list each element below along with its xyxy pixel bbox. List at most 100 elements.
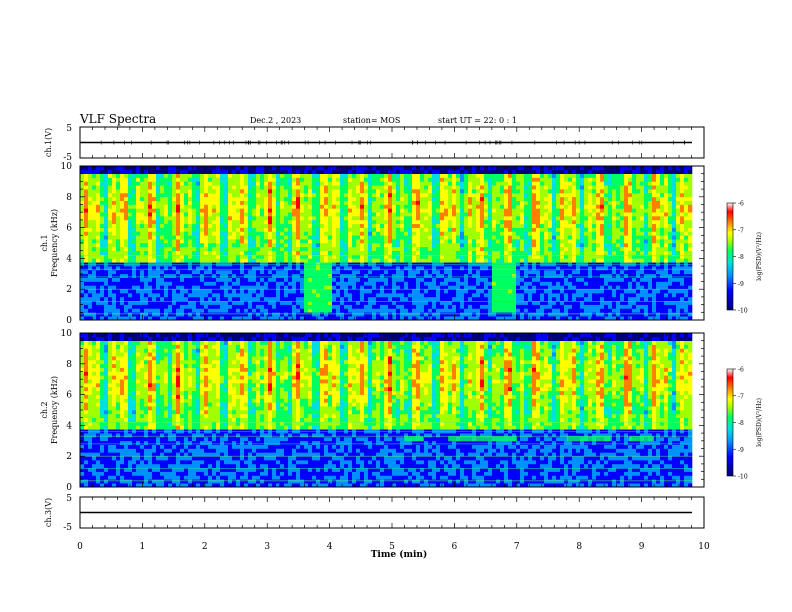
spectrogram-cell <box>444 185 449 190</box>
spectrogram-cell <box>512 254 517 259</box>
spectrogram-cell <box>564 239 569 244</box>
spectrogram-cell <box>136 231 141 236</box>
spectrogram-cell <box>360 227 365 232</box>
spectrogram-cell <box>84 185 89 190</box>
spectrogram-cell <box>140 216 145 221</box>
spectrogram-cell <box>88 189 93 194</box>
spectrogram-cell <box>156 204 161 209</box>
spectrogram-cell <box>192 293 197 298</box>
spectrogram-cell <box>104 219 109 225</box>
spectrogram-cell <box>460 246 465 251</box>
spectrogram-cell <box>536 219 541 225</box>
spectrogram-cell <box>528 250 533 255</box>
spectrogram-cell <box>332 308 337 313</box>
spectrogram-cell <box>320 269 325 275</box>
spectrogram-cell <box>420 304 425 309</box>
spectrogram-cell <box>516 227 521 232</box>
spectrogram-cell <box>320 293 325 298</box>
spectrogram-cell <box>84 269 89 275</box>
spectrogram-cell <box>80 208 85 213</box>
spectrogram-cell <box>352 296 357 302</box>
spectrogram-cell <box>512 231 517 236</box>
spectrogram-cell <box>96 196 101 201</box>
spectrogram-cell <box>504 208 509 213</box>
spectrogram-cell <box>520 181 525 186</box>
spectrogram-cell <box>344 281 349 286</box>
spectrogram-cell <box>156 300 161 305</box>
spectrogram-cell <box>184 293 189 298</box>
spectrogram-cell <box>568 308 573 313</box>
spectrogram-cell <box>112 277 117 282</box>
spectrogram-cell <box>152 269 157 275</box>
spectrogram-cell <box>244 273 249 278</box>
spectrogram-cell <box>116 300 121 305</box>
spectrogram-cell <box>100 293 105 298</box>
spectrogram-cell <box>104 316 109 321</box>
spectrogram-cell <box>292 204 297 209</box>
spectrogram-cell <box>492 250 497 255</box>
spectrogram-cell <box>204 285 209 290</box>
spectrogram-cell <box>540 293 545 298</box>
spectrogram-cell <box>116 227 121 232</box>
spectrogram-cell <box>528 312 533 317</box>
spectrogram-cell <box>468 316 473 321</box>
spectrogram-cell <box>456 208 461 213</box>
spectrogram-cell <box>308 173 313 178</box>
spectrogram-cell <box>100 204 105 209</box>
spectrogram-cell <box>244 285 249 290</box>
spectrogram-cell <box>280 223 285 228</box>
spectrogram-cell <box>264 189 269 194</box>
spectrogram-cell <box>88 250 93 255</box>
spectrogram-cell <box>96 177 101 182</box>
spectrogram-cell <box>336 243 341 248</box>
spectrogram-cell <box>396 312 401 317</box>
spectrogram-cell <box>440 204 445 209</box>
spectrogram-cell <box>560 273 565 278</box>
spectrogram-cell <box>244 277 249 282</box>
spectrogram-cell <box>200 250 205 255</box>
spectrogram-cell <box>144 296 149 302</box>
spectrogram-cell <box>396 166 401 171</box>
spectrogram-cell <box>428 250 433 255</box>
spectrogram-cell <box>388 177 393 182</box>
spectrogram-cell <box>356 269 361 275</box>
spectrogram-cell <box>204 208 209 213</box>
spectrogram-cell <box>392 177 397 182</box>
spectrogram-cell <box>432 273 437 278</box>
spectrogram-cell <box>216 243 221 248</box>
spectrogram-cell <box>276 266 281 271</box>
spectrogram-cell <box>548 219 553 225</box>
spectrogram-cell <box>484 212 489 217</box>
spectrogram-cell <box>432 239 437 244</box>
spectrogram-cell <box>484 204 489 209</box>
spectrogram-cell <box>244 177 249 182</box>
spectrogram-cell <box>160 235 165 240</box>
spectrogram-cell <box>392 250 397 255</box>
spectrogram-cell <box>404 212 409 217</box>
spectrogram-cell <box>180 177 185 182</box>
spectrogram-cell <box>500 258 505 263</box>
spectrogram-cell <box>416 269 421 275</box>
spectrogram-cell <box>112 235 117 240</box>
spectrogram-cell <box>428 227 433 232</box>
spectrogram-cell <box>512 281 517 286</box>
spectrogram-cell <box>568 196 573 201</box>
spectrogram-cell <box>536 269 541 275</box>
spectrogram-cell <box>496 185 501 190</box>
spectrogram-cell <box>516 300 521 305</box>
spectrogram-cell <box>160 231 165 236</box>
spectrogram-cell <box>356 243 361 248</box>
spectrogram-cell <box>448 181 453 186</box>
spectrogram-cell <box>224 289 229 294</box>
spectrogram-cell <box>188 281 193 286</box>
spectrogram-cell <box>304 266 309 271</box>
spectrogram-cell <box>352 227 357 232</box>
spectrogram-cell <box>140 196 145 201</box>
spectrogram-cell <box>448 316 453 321</box>
spectrogram-cell <box>96 266 101 271</box>
spectrogram-cell <box>380 254 385 259</box>
spectrogram-cell <box>228 312 233 317</box>
spectrogram-cell <box>80 231 85 236</box>
spectrogram-cell <box>508 250 513 255</box>
spectrogram-cell <box>420 243 425 248</box>
